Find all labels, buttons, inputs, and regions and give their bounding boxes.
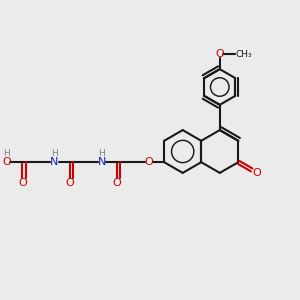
Text: H: H [51, 149, 58, 158]
Text: O: O [112, 178, 121, 188]
Text: O: O [145, 157, 153, 167]
Text: N: N [50, 157, 59, 167]
Text: O: O [18, 178, 27, 188]
Text: N: N [98, 157, 106, 167]
Text: H: H [4, 149, 10, 158]
Text: O: O [3, 157, 11, 167]
Text: CH₃: CH₃ [235, 50, 252, 59]
Text: O: O [252, 168, 261, 178]
Text: O: O [215, 49, 224, 59]
Text: H: H [98, 149, 105, 158]
Text: O: O [65, 178, 74, 188]
